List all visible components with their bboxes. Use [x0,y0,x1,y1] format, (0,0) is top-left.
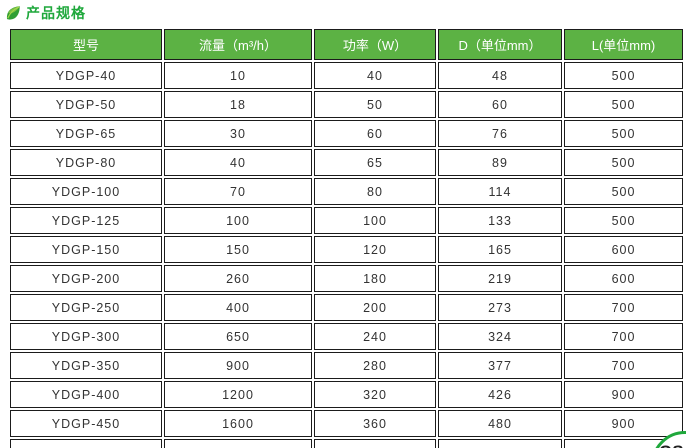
cell-power: 280 [314,352,436,379]
cell-flow: 2800 [164,439,312,448]
table-row: YDGP-350 900 280 377 700 [10,352,683,379]
cell-l: 500 [564,120,683,147]
cell-model: YDGP-80 [10,149,162,176]
page-title: 产品规格 [26,5,86,21]
cell-d: 133 [438,207,562,234]
cell-model: YDGP-250 [10,294,162,321]
cell-power: 50 [314,91,436,118]
cell-power: 360 [314,410,436,437]
cell-d: 377 [438,352,562,379]
qs-logo-text: QS [659,442,684,448]
cell-power: 400 [314,439,436,448]
cell-d: 530 [438,439,562,448]
header-cell-model: 型号 [10,29,162,60]
cell-flow: 650 [164,323,312,350]
cell-d: 426 [438,381,562,408]
table-row: YDGP-40 10 40 48 500 [10,62,683,89]
cell-model: YDGP-450 [10,410,162,437]
cell-l: 500 [564,207,683,234]
cell-model: YDGP-150 [10,236,162,263]
cell-power: 40 [314,62,436,89]
cell-power: 320 [314,381,436,408]
cell-model: YDGP-100 [10,178,162,205]
leaf-icon [6,6,20,20]
cell-d: 219 [438,265,562,292]
header-cell-flow: 流量（m³/h） [164,29,312,60]
cell-flow: 1600 [164,410,312,437]
cell-l: 700 [564,352,683,379]
cell-flow: 900 [164,352,312,379]
table-row: YDGP-100 70 80 114 500 [10,178,683,205]
cell-flow: 1200 [164,381,312,408]
table-row: YDGP-200 260 180 219 600 [10,265,683,292]
table-row: YDGP-450 1600 360 480 900 [10,410,683,437]
header-cell-power: 功率（W） [314,29,436,60]
cell-flow: 40 [164,149,312,176]
cell-l: 900 [564,381,683,408]
cell-l: 500 [564,178,683,205]
cell-l: 700 [564,323,683,350]
cell-d: 89 [438,149,562,176]
table-header-row: 型号 流量（m³/h） 功率（W） D（单位mm） L(单位mm) [10,29,683,60]
cell-l: 500 [564,62,683,89]
cell-l: 600 [564,236,683,263]
cell-flow: 260 [164,265,312,292]
cell-d: 76 [438,120,562,147]
cell-l: 700 [564,294,683,321]
cell-l: 500 [564,91,683,118]
cell-l: 600 [564,265,683,292]
header-cell-l: L(单位mm) [564,29,683,60]
cell-l: 900 [564,410,683,437]
cell-model: YDGP-65 [10,120,162,147]
product-spec-table: 型号 流量（m³/h） 功率（W） D（单位mm） L(单位mm) YDGP-4… [8,27,685,448]
cell-model: YDGP-300 [10,323,162,350]
cell-model: YDGP-40 [10,62,162,89]
cell-power: 80 [314,178,436,205]
cell-flow: 150 [164,236,312,263]
table-row: YDGP-400 1200 320 426 900 [10,381,683,408]
cell-d: 165 [438,236,562,263]
cell-power: 180 [314,265,436,292]
table-row: YDGP-150 150 120 165 600 [10,236,683,263]
table-row: YDGP-50 18 50 60 500 [10,91,683,118]
cell-power: 65 [314,149,436,176]
header-cell-d: D（单位mm） [438,29,562,60]
cell-d: 480 [438,410,562,437]
cell-flow: 70 [164,178,312,205]
cell-flow: 100 [164,207,312,234]
cell-flow: 18 [164,91,312,118]
cell-d: 273 [438,294,562,321]
cell-power: 60 [314,120,436,147]
cell-d: 60 [438,91,562,118]
cell-model: YDGP-50 [10,91,162,118]
table-row: YDGP-125 100 100 133 500 [10,207,683,234]
cell-model: YDGP-500 [10,439,162,448]
cell-l: 500 [564,149,683,176]
cell-d: 48 [438,62,562,89]
table-row: YDGP-80 40 65 89 500 [10,149,683,176]
cell-flow: 400 [164,294,312,321]
cell-model: YDGP-400 [10,381,162,408]
table-body: YDGP-40 10 40 48 500 YDGP-50 18 50 60 50… [10,62,683,448]
cell-power: 200 [314,294,436,321]
table-row: YDGP-500 2800 400 530 1000 [10,439,683,448]
cell-flow: 30 [164,120,312,147]
section-title-bar: 产品规格 [4,2,86,24]
cell-model: YDGP-125 [10,207,162,234]
cell-power: 240 [314,323,436,350]
table-row: YDGP-65 30 60 76 500 [10,120,683,147]
table-row: YDGP-300 650 240 324 700 [10,323,683,350]
cell-power: 100 [314,207,436,234]
table-row: YDGP-250 400 200 273 700 [10,294,683,321]
cell-d: 324 [438,323,562,350]
cell-model: YDGP-350 [10,352,162,379]
cell-power: 120 [314,236,436,263]
cell-flow: 10 [164,62,312,89]
cell-d: 114 [438,178,562,205]
cell-model: YDGP-200 [10,265,162,292]
